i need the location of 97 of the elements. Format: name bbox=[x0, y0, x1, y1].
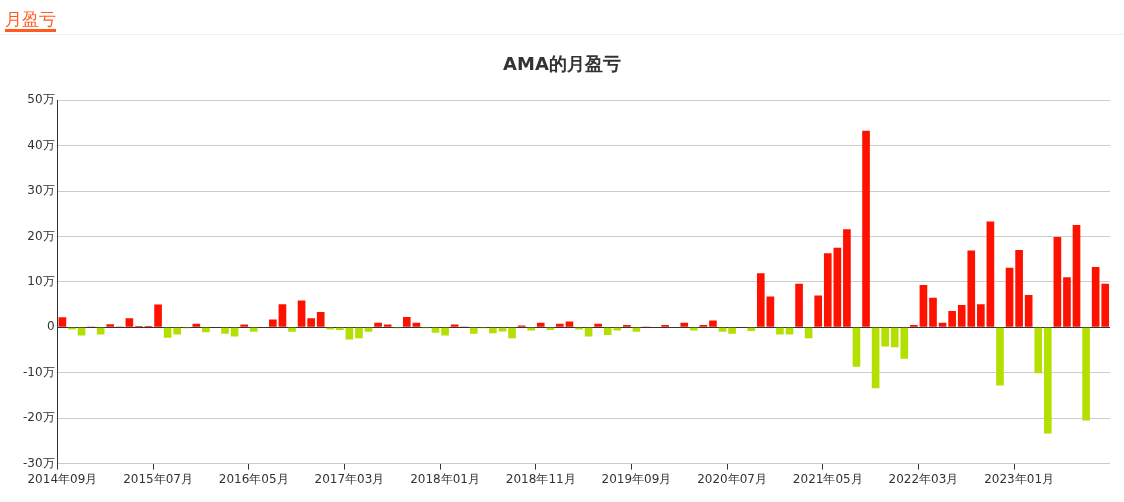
bar bbox=[125, 318, 134, 327]
y-tick-label: -30万 bbox=[22, 455, 55, 470]
bar bbox=[977, 304, 985, 327]
bar bbox=[106, 324, 115, 327]
bar bbox=[269, 319, 277, 327]
bar bbox=[508, 327, 516, 339]
bar bbox=[154, 304, 162, 327]
bar bbox=[728, 327, 736, 334]
bar bbox=[202, 327, 210, 333]
bar bbox=[1015, 250, 1023, 327]
bar bbox=[776, 327, 784, 335]
bar bbox=[785, 327, 794, 335]
y-tick-label: 40万 bbox=[27, 137, 55, 152]
bar bbox=[307, 318, 315, 327]
bar bbox=[249, 327, 258, 332]
bar bbox=[1082, 327, 1090, 421]
text: 月盈亏 bbox=[5, 9, 56, 32]
bar bbox=[402, 316, 411, 327]
bar bbox=[546, 327, 555, 331]
x-tick-label: 2022年03月 bbox=[888, 471, 959, 486]
bar bbox=[1063, 277, 1071, 327]
bar bbox=[489, 327, 497, 334]
bar bbox=[240, 324, 248, 327]
bar bbox=[336, 327, 344, 331]
bar bbox=[881, 327, 889, 347]
x-tick-label: 2015年07月 bbox=[123, 471, 193, 486]
bar bbox=[527, 327, 536, 331]
bar bbox=[77, 327, 86, 336]
bar bbox=[680, 322, 689, 327]
bar bbox=[431, 327, 440, 333]
bar bbox=[221, 327, 229, 334]
x-tick-label: 2018年01月 bbox=[410, 471, 480, 486]
y-tick-label: -10万 bbox=[22, 364, 55, 379]
bar bbox=[288, 327, 296, 332]
x-tick-label: 2020年07月 bbox=[697, 471, 767, 486]
x-tick-label: 2014年09月 bbox=[27, 471, 98, 486]
bar bbox=[278, 304, 287, 327]
bar bbox=[556, 323, 564, 327]
bar bbox=[996, 327, 1004, 386]
bar bbox=[441, 327, 449, 336]
bar bbox=[766, 296, 775, 327]
y-tick-label: 10万 bbox=[27, 274, 55, 289]
bar bbox=[718, 327, 727, 332]
bar bbox=[986, 221, 995, 327]
bar bbox=[173, 327, 182, 335]
bar bbox=[1101, 283, 1110, 327]
bar bbox=[919, 285, 928, 327]
bar bbox=[1072, 225, 1081, 327]
bar bbox=[412, 322, 421, 327]
bar bbox=[756, 273, 765, 327]
bar bbox=[843, 229, 851, 327]
x-tick-label: 2018年11月 bbox=[505, 471, 576, 486]
bar bbox=[594, 323, 602, 327]
bar bbox=[364, 327, 373, 332]
y-tick-label: 30万 bbox=[27, 183, 55, 198]
bar bbox=[795, 283, 803, 327]
bar bbox=[833, 247, 842, 327]
bar bbox=[862, 130, 870, 327]
bar bbox=[297, 300, 306, 327]
bar bbox=[823, 253, 832, 327]
bar bbox=[1034, 327, 1043, 374]
bar bbox=[871, 327, 880, 389]
x-tick-label: 2023年01月 bbox=[984, 471, 1055, 486]
x-tick-label: 2016年05月 bbox=[218, 471, 289, 486]
bar bbox=[1024, 295, 1033, 327]
bar bbox=[565, 321, 574, 327]
bar bbox=[814, 295, 823, 327]
bar bbox=[192, 323, 201, 327]
bar bbox=[690, 327, 698, 331]
bar bbox=[536, 322, 545, 327]
y-tick-label: 0 bbox=[46, 319, 55, 334]
bar bbox=[929, 297, 937, 327]
y-tick-label: 20万 bbox=[27, 228, 55, 243]
y-tick-label: -20万 bbox=[22, 410, 55, 425]
bar bbox=[345, 327, 354, 340]
bar bbox=[1043, 327, 1052, 434]
bar bbox=[58, 317, 67, 327]
bar bbox=[938, 322, 947, 327]
bar bbox=[1053, 236, 1062, 327]
bar bbox=[96, 327, 105, 335]
x-tick-label: 2019年09月 bbox=[601, 471, 672, 486]
x-tick-label: 2021年05月 bbox=[792, 471, 863, 486]
bar bbox=[747, 327, 756, 331]
bar bbox=[632, 327, 641, 332]
bar bbox=[948, 310, 956, 327]
bar bbox=[1091, 266, 1100, 327]
bar bbox=[1005, 267, 1014, 327]
x-tick-label: 2017年03月 bbox=[314, 471, 385, 486]
y-tick-label: 50万 bbox=[27, 92, 55, 107]
bar bbox=[316, 311, 325, 327]
bar bbox=[355, 327, 363, 339]
chart-title: AMA的月盈亏 bbox=[502, 52, 622, 76]
bar bbox=[709, 320, 717, 327]
bar bbox=[469, 327, 478, 334]
bar bbox=[163, 327, 172, 338]
bar bbox=[374, 322, 382, 327]
bar bbox=[852, 327, 861, 367]
